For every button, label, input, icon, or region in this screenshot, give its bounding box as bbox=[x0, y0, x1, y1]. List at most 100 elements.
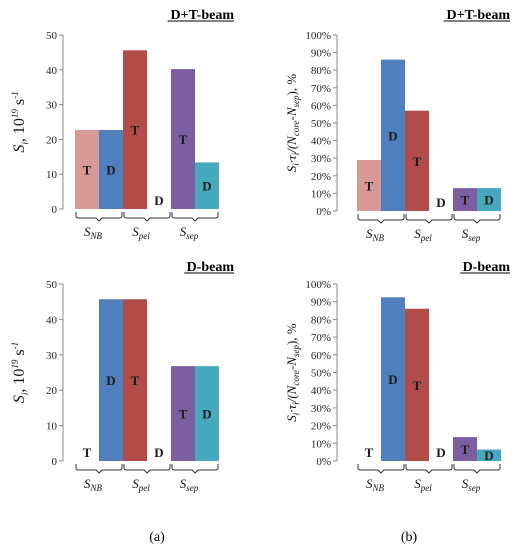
y-tick-label: 50 bbox=[46, 30, 58, 42]
y-tick-label: 30 bbox=[46, 100, 58, 112]
y-tick-label: 40% bbox=[311, 385, 331, 397]
y-tick-label: 60% bbox=[311, 350, 331, 362]
group-brace bbox=[171, 464, 219, 474]
group-label-pel: Spel bbox=[414, 476, 432, 493]
y-tick-label: 0% bbox=[316, 456, 331, 468]
y-tick-label: 20% bbox=[311, 171, 331, 183]
bar-d bbox=[195, 366, 219, 461]
y-tick-label: 40% bbox=[311, 136, 331, 148]
y-tick-label: 0% bbox=[316, 206, 331, 218]
bar-d bbox=[381, 59, 405, 211]
bar-t bbox=[123, 50, 147, 210]
group-brace bbox=[405, 464, 453, 474]
bar-label: D bbox=[106, 373, 115, 388]
group-label-nb: SNB bbox=[366, 226, 385, 243]
bar-label: T bbox=[179, 132, 188, 147]
group-label-nb: SNB bbox=[84, 224, 103, 241]
y-tick-label: 10 bbox=[46, 421, 58, 433]
y-axis-label: Si, 1019 s-1 bbox=[10, 342, 30, 403]
bar-t bbox=[405, 308, 429, 461]
y-tick-label: 30% bbox=[311, 403, 331, 415]
group-label-nb: SNB bbox=[84, 476, 103, 493]
group-label-sep: Ssep bbox=[180, 224, 199, 241]
bar-label: T bbox=[83, 445, 92, 460]
y-tick-label: 10 bbox=[46, 169, 58, 181]
chart-bottom-right: D-beam 0% 10% 20% 30% 40% 50% 60% 70% 80% 90% 100% T… bbox=[284, 260, 510, 493]
bar-d bbox=[99, 130, 123, 209]
group-brace bbox=[405, 214, 453, 224]
bar-t bbox=[453, 188, 477, 211]
group-label-pel: Spel bbox=[414, 226, 432, 243]
bar-label: T bbox=[413, 378, 422, 393]
y-tick-label: 50% bbox=[311, 118, 331, 130]
bar-label: T bbox=[365, 178, 374, 193]
bar-label: T bbox=[413, 154, 422, 169]
group-brace bbox=[357, 214, 405, 224]
group-brace bbox=[453, 464, 501, 474]
y-tick-label: 60% bbox=[311, 100, 331, 112]
y-tick-label: 70% bbox=[311, 83, 331, 95]
bar-label: D bbox=[484, 193, 493, 208]
bar-label: D bbox=[484, 448, 493, 463]
y-tick-label: 100% bbox=[305, 279, 331, 291]
group-brace bbox=[123, 464, 171, 474]
group-label-pel: Spel bbox=[132, 224, 150, 241]
y-axis-label: Si·τi/(Ncore-Nsep), % bbox=[284, 74, 301, 173]
y-tick-label: 50 bbox=[46, 279, 58, 291]
y-tick-label: 0 bbox=[52, 456, 58, 468]
chart-top-right: D+T-beam 0% 10% 20% 30% 40% 50% 60% 70% 80% 90% 100… bbox=[284, 8, 510, 243]
y-tick-label: 10% bbox=[311, 438, 331, 450]
bar-label: D bbox=[388, 372, 397, 387]
bar-label: D bbox=[436, 445, 445, 460]
bar-label: T bbox=[131, 373, 140, 388]
bar-label: T bbox=[461, 442, 470, 457]
y-tick-label: 80% bbox=[311, 65, 331, 77]
bar-d bbox=[477, 188, 501, 211]
bar-t bbox=[123, 299, 147, 461]
bar-t bbox=[453, 437, 477, 461]
bar-label: D bbox=[202, 179, 211, 194]
bar-t bbox=[171, 69, 195, 209]
y-tick-label: 90% bbox=[311, 297, 331, 309]
bar-label: T bbox=[131, 123, 140, 138]
y-tick-label: 70% bbox=[311, 332, 331, 344]
bar-label: D bbox=[154, 193, 163, 208]
bar-label: D bbox=[106, 163, 115, 178]
bar-t bbox=[357, 159, 381, 211]
bar-d bbox=[477, 449, 501, 461]
bar-t bbox=[75, 130, 99, 209]
y-tick-label: 30% bbox=[311, 153, 331, 165]
group-label-nb: SNB bbox=[366, 476, 385, 493]
y-tick-label: 50% bbox=[311, 368, 331, 380]
group-label-sep: Ssep bbox=[462, 226, 481, 243]
group-brace bbox=[75, 464, 123, 474]
caption-b: (b) bbox=[401, 530, 418, 545]
y-tick-label: 0 bbox=[52, 204, 58, 216]
y-tick-label: 10% bbox=[311, 188, 331, 200]
bar-label: T bbox=[179, 407, 188, 422]
group-brace bbox=[123, 212, 171, 222]
y-tick-label: 90% bbox=[311, 48, 331, 60]
y-tick-label: 20 bbox=[46, 134, 58, 146]
caption-a: (a) bbox=[149, 530, 165, 545]
bar-t bbox=[171, 366, 195, 461]
y-tick-label: 30 bbox=[46, 350, 58, 362]
y-tick-label: 80% bbox=[311, 314, 331, 326]
y-tick-label: 20% bbox=[311, 421, 331, 433]
bar-label: T bbox=[365, 445, 374, 460]
chart-title: D+T-beam bbox=[447, 8, 511, 23]
chart-title: D+T-beam bbox=[171, 8, 235, 23]
chart-title: D-beam bbox=[463, 260, 511, 275]
bar-d bbox=[195, 162, 219, 209]
bar-label: D bbox=[202, 407, 211, 422]
bar-label: T bbox=[461, 193, 470, 208]
y-tick-label: 40 bbox=[46, 314, 58, 326]
group-brace bbox=[453, 214, 501, 224]
bar-label: T bbox=[83, 163, 92, 178]
y-tick-label: 40 bbox=[46, 65, 58, 77]
chart-title: D-beam bbox=[187, 260, 235, 275]
bar-d bbox=[381, 297, 405, 461]
